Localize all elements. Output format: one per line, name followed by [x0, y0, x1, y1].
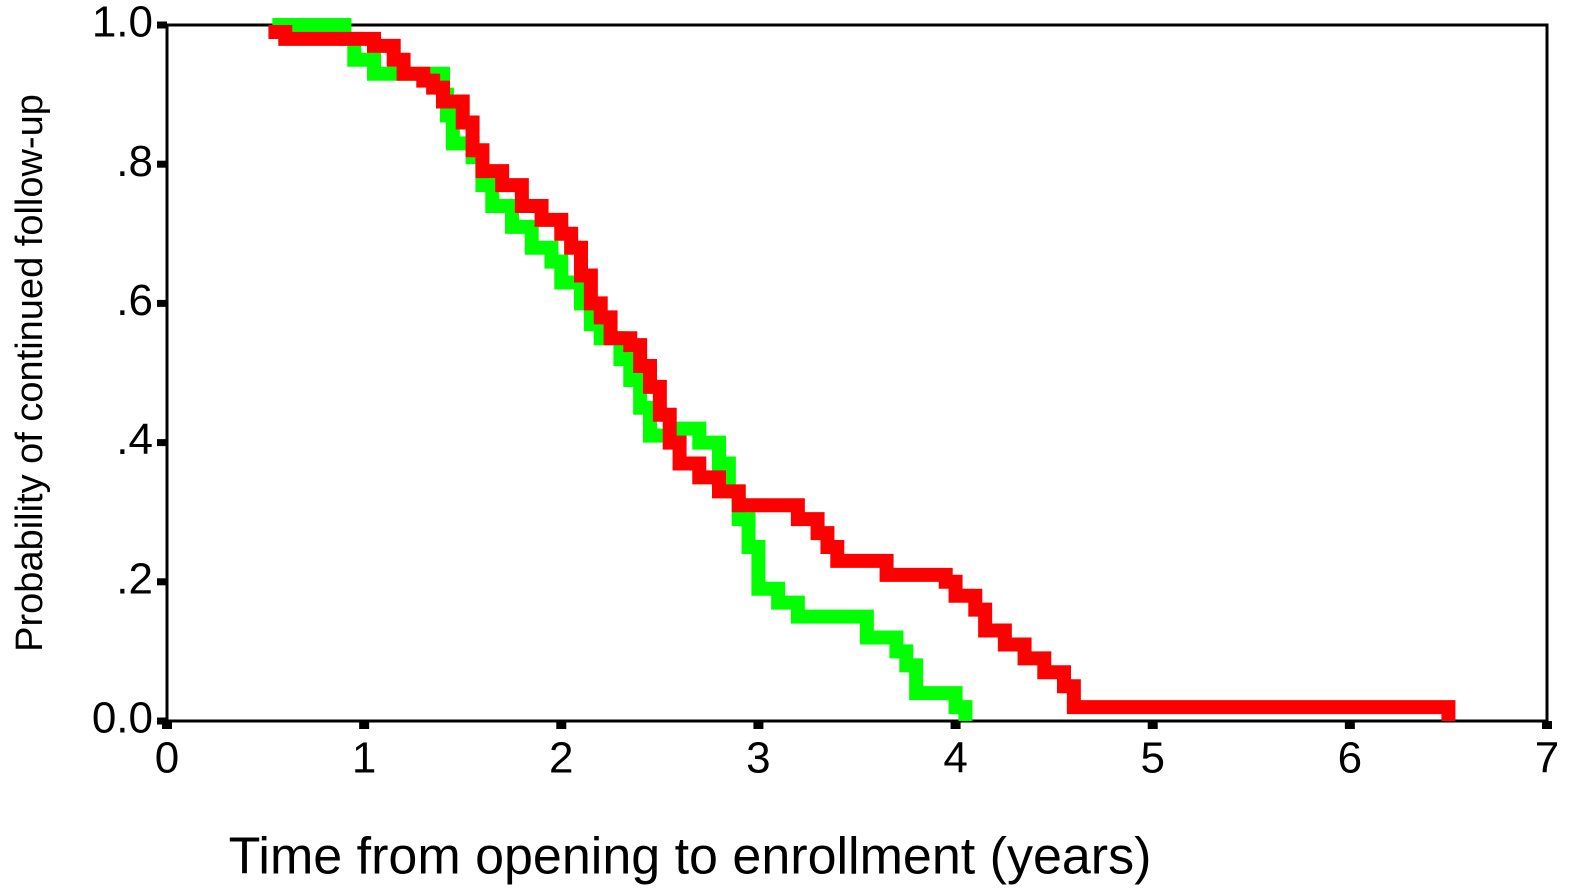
- x-tick-label: 6: [1338, 734, 1362, 783]
- y-tick-label: .4: [116, 415, 153, 464]
- y-tick-label: 0.0: [92, 694, 153, 743]
- x-axis-label: Time from opening to enrollment (years): [229, 828, 1152, 886]
- x-tick-label: 2: [549, 734, 573, 783]
- y-tick-label: .8: [116, 137, 153, 186]
- y-tick-label: .6: [116, 276, 153, 325]
- y-tick-label: 1.0: [92, 0, 153, 47]
- survival-curve: [272, 18, 973, 722]
- x-tick-label: 0: [155, 734, 179, 783]
- y-axis-label: Probability of continued follow-up: [9, 94, 51, 652]
- plot-frame: [165, 23, 1549, 723]
- x-tick-label: 1: [352, 734, 376, 783]
- x-tick-label: 4: [943, 734, 967, 783]
- x-tick-label: 3: [746, 734, 770, 783]
- x-tick-label: 7: [1535, 734, 1559, 783]
- y-tick-label: .2: [116, 554, 153, 603]
- x-tick-label: 5: [1140, 734, 1164, 783]
- survival-curve: [268, 24, 1456, 722]
